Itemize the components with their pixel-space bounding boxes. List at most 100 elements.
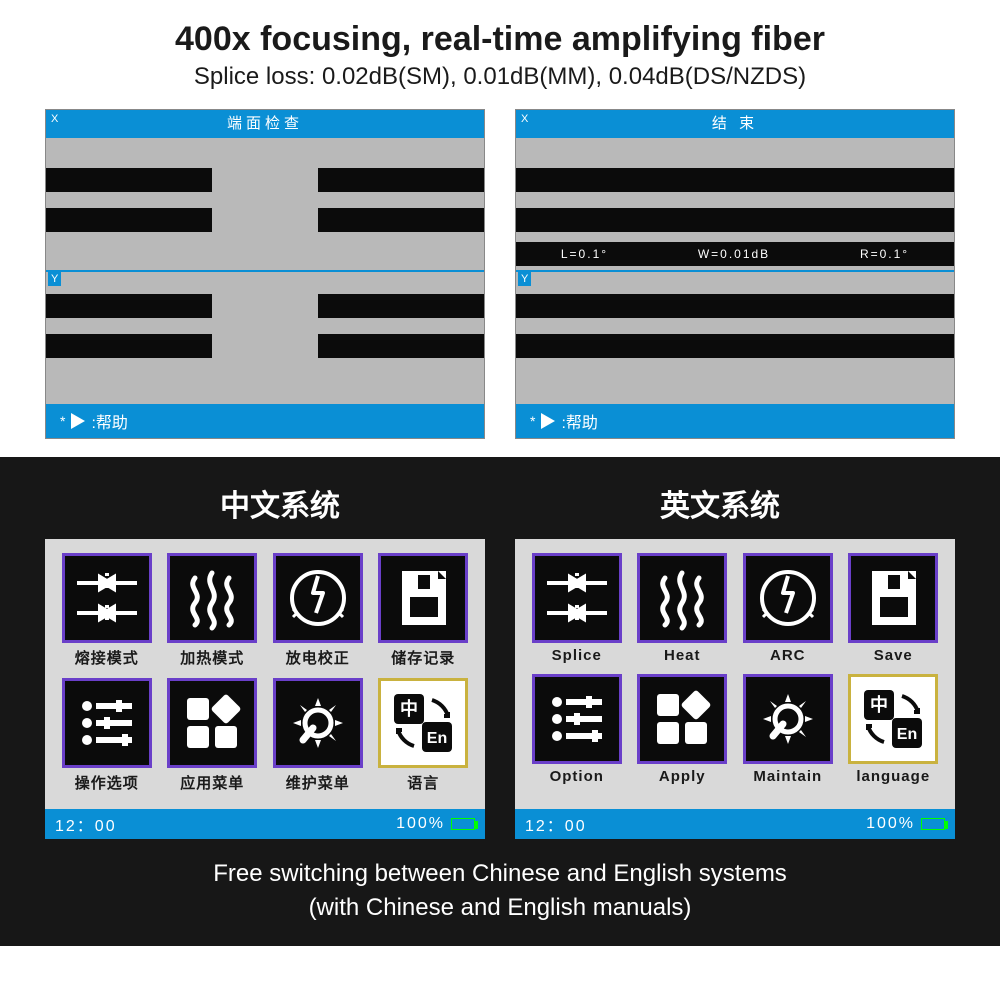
fiber-stripe bbox=[318, 208, 484, 232]
menu-item-apply[interactable]: Apply bbox=[635, 674, 731, 785]
menu-item-save[interactable]: 储存记录 bbox=[376, 553, 472, 668]
menu-label: Apply bbox=[635, 768, 731, 785]
system-titles: 中文系统 英文系统 bbox=[0, 475, 1000, 539]
splice-icon bbox=[532, 553, 622, 643]
maintain-icon bbox=[273, 678, 363, 768]
menu-screen-cn: 熔接模式 加热模式 放电校正 储存记录 操作选项 应用菜单 维护菜单 bbox=[45, 539, 485, 839]
splicer-screen-inspection: 端面检查 X Y * :帮助 bbox=[45, 109, 485, 439]
inspection-helpbar: * :帮助 bbox=[46, 404, 484, 438]
fiber-stripe bbox=[318, 294, 484, 318]
menu-label: 维护菜单 bbox=[270, 772, 366, 793]
menu-label: language bbox=[846, 768, 942, 785]
headline: 400x focusing, real-time amplifying fibe… bbox=[0, 20, 1000, 59]
fiber-stripe bbox=[46, 208, 212, 232]
menu-item-arc[interactable]: 放电校正 bbox=[270, 553, 366, 668]
svg-text:En: En bbox=[897, 726, 917, 743]
heat-icon bbox=[167, 553, 257, 643]
subhead: Splice loss: 0.02dB(SM), 0.01dB(MM), 0.0… bbox=[0, 63, 1000, 91]
finished-info-strip: L=0.1° W=0.01dB R=0.1° bbox=[516, 242, 954, 266]
battery-icon bbox=[921, 818, 945, 830]
menu-item-option[interactable]: 操作选项 bbox=[59, 678, 155, 793]
en-system-title: 英文系统 bbox=[660, 481, 780, 525]
arc-icon bbox=[743, 553, 833, 643]
menu-label: Splice bbox=[529, 647, 625, 664]
apply-icon bbox=[167, 678, 257, 768]
help-text: :帮助 bbox=[561, 409, 597, 433]
fiber-stripe bbox=[516, 208, 954, 232]
menu-item-apply[interactable]: 应用菜单 bbox=[165, 678, 261, 793]
x-label: X bbox=[48, 112, 61, 126]
menu-item-splice[interactable]: Splice bbox=[529, 553, 625, 664]
play-icon bbox=[71, 413, 85, 429]
menu-label: Heat bbox=[635, 647, 731, 664]
menu-item-arc[interactable]: ARC bbox=[740, 553, 836, 664]
info-R: R=0.1° bbox=[860, 247, 909, 261]
menu-item-maintain[interactable]: 维护菜单 bbox=[270, 678, 366, 793]
option-icon bbox=[62, 678, 152, 768]
inspection-lower-half: Y bbox=[46, 272, 484, 406]
finished-upper-half: L=0.1° W=0.01dB R=0.1° bbox=[516, 138, 954, 272]
y-label: Y bbox=[518, 272, 531, 286]
help-star: * bbox=[530, 413, 535, 429]
fiber-stripe bbox=[318, 334, 484, 358]
svg-text:中: 中 bbox=[870, 694, 888, 715]
help-text: :帮助 bbox=[91, 409, 127, 433]
status-time: 12：00 bbox=[525, 812, 587, 836]
menu-item-language[interactable]: 中 En language bbox=[846, 674, 942, 785]
menu-screens-row: 熔接模式 加热模式 放电校正 储存记录 操作选项 应用菜单 维护菜单 bbox=[0, 539, 1000, 839]
status-battery: 100% bbox=[396, 815, 445, 833]
save-icon bbox=[378, 553, 468, 643]
option-icon bbox=[532, 674, 622, 764]
splicer-screens-row: 端面检查 X Y * :帮助 bbox=[0, 109, 1000, 439]
menu-label: 语言 bbox=[376, 772, 472, 793]
fiber-stripe bbox=[516, 168, 954, 192]
maintain-icon bbox=[743, 674, 833, 764]
finished-titlebar: 结 束 bbox=[516, 110, 954, 138]
menu-label: 熔接模式 bbox=[59, 647, 155, 668]
menu-item-save[interactable]: Save bbox=[846, 553, 942, 664]
menu-item-maintain[interactable]: Maintain bbox=[740, 674, 836, 785]
x-label: X bbox=[518, 112, 531, 126]
inspection-title: 端面检查 bbox=[227, 115, 303, 132]
footer-text: Free switching between Chinese and Engli… bbox=[0, 857, 1000, 924]
menu-label: Option bbox=[529, 768, 625, 785]
menu-item-option[interactable]: Option bbox=[529, 674, 625, 785]
svg-text:En: En bbox=[427, 730, 447, 747]
fiber-stripe bbox=[318, 168, 484, 192]
heat-icon bbox=[637, 553, 727, 643]
menu-label: 加热模式 bbox=[165, 647, 261, 668]
language-icon: 中 En bbox=[848, 674, 938, 764]
finished-helpbar: * :帮助 bbox=[516, 404, 954, 438]
footer-line2: (with Chinese and English manuals) bbox=[0, 891, 1000, 925]
save-icon bbox=[848, 553, 938, 643]
menu-label: Save bbox=[846, 647, 942, 664]
battery-icon bbox=[451, 818, 475, 830]
menu-grid-cn: 熔接模式 加热模式 放电校正 储存记录 操作选项 应用菜单 维护菜单 bbox=[59, 553, 471, 793]
inspection-upper-half bbox=[46, 138, 484, 272]
inspection-titlebar: 端面检查 bbox=[46, 110, 484, 138]
fiber-stripe bbox=[46, 168, 212, 192]
y-label: Y bbox=[48, 272, 61, 286]
top-section: 400x focusing, real-time amplifying fibe… bbox=[0, 0, 1000, 457]
menu-item-splice[interactable]: 熔接模式 bbox=[59, 553, 155, 668]
apply-icon bbox=[637, 674, 727, 764]
menu-label: 应用菜单 bbox=[165, 772, 261, 793]
play-icon bbox=[541, 413, 555, 429]
menu-item-language[interactable]: 中 En 语言 bbox=[376, 678, 472, 793]
fiber-stripe bbox=[516, 294, 954, 318]
fiber-stripe bbox=[46, 294, 212, 318]
menu-item-heat[interactable]: Heat bbox=[635, 553, 731, 664]
help-star: * bbox=[60, 413, 65, 429]
menu-label: 储存记录 bbox=[376, 647, 472, 668]
menu-item-heat[interactable]: 加热模式 bbox=[165, 553, 261, 668]
statusbar-en: 12：00 100% bbox=[515, 809, 955, 839]
bottom-section: 中文系统 英文系统 熔接模式 加热模式 放电校正 储存记录 操作选项 bbox=[0, 457, 1000, 946]
cn-system-title: 中文系统 bbox=[220, 481, 340, 525]
menu-label: 放电校正 bbox=[270, 647, 366, 668]
menu-screen-en: Splice Heat ARC Save Option Apply Main bbox=[515, 539, 955, 839]
fiber-stripe bbox=[46, 334, 212, 358]
statusbar-cn: 12：00 100% bbox=[45, 809, 485, 839]
menu-label: 操作选项 bbox=[59, 772, 155, 793]
fiber-stripe bbox=[516, 334, 954, 358]
status-time: 12：00 bbox=[55, 812, 117, 836]
